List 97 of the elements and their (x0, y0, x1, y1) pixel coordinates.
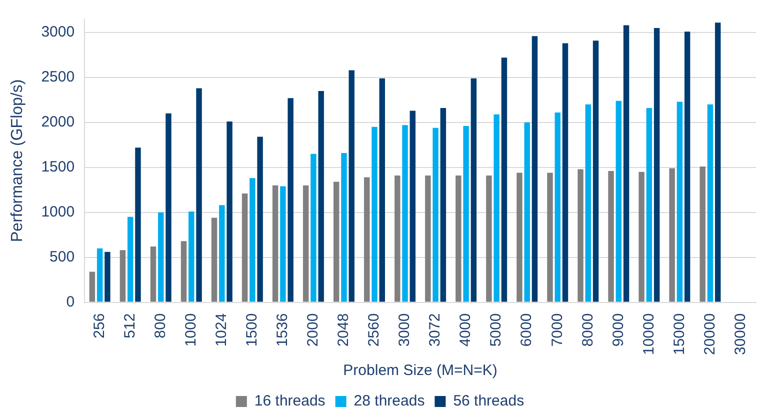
x-tick-label: 6000 (518, 313, 536, 347)
bar (348, 70, 354, 302)
legend-label: 28 threads (354, 392, 425, 410)
bar (302, 185, 309, 302)
bar (196, 88, 202, 302)
bar (333, 182, 340, 302)
bar (288, 98, 294, 302)
bar (592, 40, 599, 302)
legend-label: 16 threads (254, 392, 326, 410)
bar (700, 166, 706, 302)
x-tick-label: 3072 (426, 313, 444, 347)
bar (188, 211, 194, 302)
bar (89, 272, 96, 302)
bar (257, 136, 263, 302)
bar (554, 112, 560, 302)
x-tick-label: 2048 (335, 313, 352, 347)
x-tick-label: 4000 (457, 313, 474, 347)
bar (104, 252, 110, 302)
bar (425, 175, 431, 302)
bar (394, 175, 400, 302)
bar (242, 193, 248, 302)
bar (669, 168, 675, 302)
x-tick-label: 20000 (701, 313, 718, 356)
x-tick-label: 1500 (244, 313, 261, 347)
x-tick-label: 512 (121, 313, 138, 338)
bar (158, 212, 164, 302)
x-tick-label: 7000 (548, 313, 566, 347)
bar (562, 43, 568, 302)
y-axis-title: Performance (GFlop/s) (9, 79, 26, 242)
bar (120, 250, 126, 302)
bar (463, 126, 469, 302)
bar (456, 175, 462, 302)
bar (578, 169, 584, 302)
bar (524, 122, 530, 302)
y-tick-label: 1000 (41, 203, 75, 220)
x-tick-label: 15000 (670, 313, 688, 356)
bar (166, 113, 172, 302)
bar (219, 205, 225, 302)
bar (211, 218, 218, 302)
bar (676, 102, 683, 302)
bar (714, 22, 721, 302)
bar (638, 172, 644, 302)
y-tick-label: 3000 (41, 24, 75, 41)
bar (410, 110, 416, 302)
x-tick-label: 1536 (274, 313, 292, 347)
bar (494, 114, 500, 302)
x-tick-label: 2560 (366, 313, 383, 347)
bar (226, 122, 232, 302)
bar (646, 108, 652, 302)
x-tick-label: 1000 (182, 313, 200, 347)
bar (280, 186, 286, 302)
bar (707, 104, 714, 302)
bar (654, 28, 660, 302)
bar (608, 170, 614, 302)
y-tick-label: 2000 (41, 114, 75, 131)
bar (402, 125, 408, 302)
bar (616, 100, 622, 302)
x-tick-label: 10000 (640, 313, 658, 356)
y-tick-label: 500 (50, 248, 75, 266)
x-tick-label: 5000 (488, 313, 505, 347)
y-tick-label: 2500 (41, 68, 75, 86)
bar (547, 172, 553, 302)
x-tick-label: 800 (152, 313, 170, 338)
x-tick-label: 2000 (304, 313, 322, 347)
bar (532, 36, 538, 302)
bar (684, 32, 690, 302)
x-tick-label: 1024 (213, 313, 230, 347)
bar (470, 78, 477, 302)
bar (440, 108, 446, 302)
bar (250, 178, 256, 302)
x-axis-title: Problem Size (M=N=K) (343, 362, 498, 380)
bar (318, 90, 324, 302)
bar (96, 248, 103, 302)
y-tick-label: 0 (66, 293, 75, 310)
bar (585, 104, 592, 302)
bar (372, 126, 378, 302)
bar (501, 58, 508, 302)
y-tick-label: 1500 (41, 158, 75, 176)
bar (127, 216, 134, 302)
bar (516, 172, 522, 302)
x-tick-label: 30000 (732, 313, 749, 356)
x-tick-label: 256 (90, 313, 108, 338)
bar (486, 175, 492, 302)
bar (150, 246, 156, 302)
bar (432, 128, 438, 302)
x-tick-label: 3000 (396, 313, 414, 347)
bar (272, 185, 278, 302)
legend-label: 56 threads (453, 392, 524, 410)
bar (310, 154, 316, 302)
x-tick-label: 9000 (610, 313, 627, 347)
bar (623, 25, 630, 302)
bar (379, 78, 385, 302)
bar (341, 153, 347, 302)
x-tick-label: 8000 (579, 313, 596, 347)
bar (180, 241, 187, 302)
bar (135, 148, 141, 302)
bar (364, 177, 370, 302)
